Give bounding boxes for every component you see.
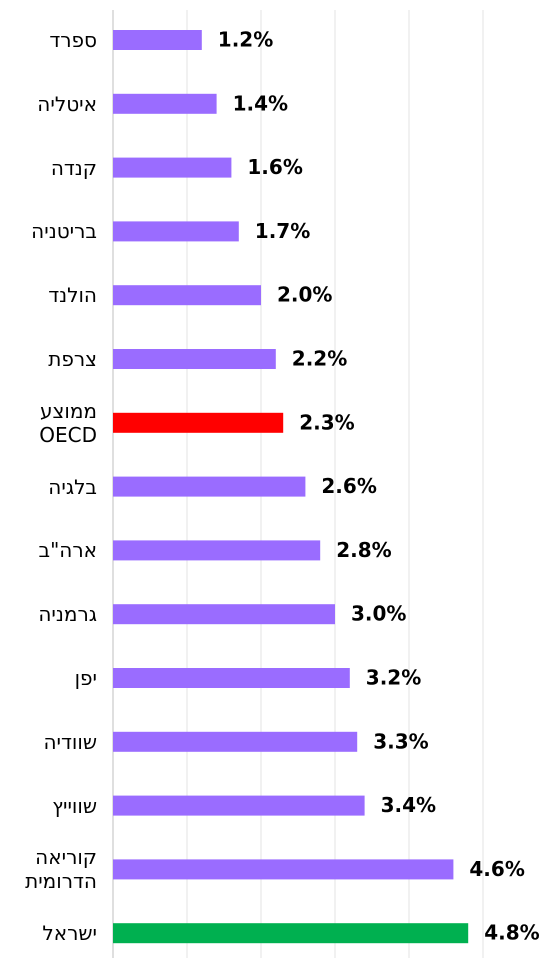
bar [113,30,202,50]
value-label: 4.6% [469,857,524,881]
bar [113,731,358,752]
value-label: 4.8% [484,921,539,945]
category-label: איטליה [37,91,97,116]
value-label: 1.6% [247,155,302,179]
category-label: ישראל [42,921,97,946]
bar [113,604,335,625]
bar [113,923,469,944]
bar [113,157,232,178]
category-label: הולנד [48,283,97,308]
category-label: שוודיה [43,729,97,754]
category-label: קוריאה הדרומית [25,845,97,894]
category-label: ממוצע OECD [39,398,97,447]
category-label: יפן [74,666,97,690]
category-label: קנדה [50,155,97,180]
value-label: 1.4% [233,91,288,115]
value-label: 3.2% [366,666,421,690]
value-label: 3.4% [381,793,436,817]
value-label: 2.3% [299,410,354,434]
category-label: ארה"ב [38,538,98,563]
value-label: 3.3% [373,729,428,753]
bar [113,412,284,433]
bar [113,93,217,114]
category-label: ספרד [49,28,97,52]
bar [113,795,365,816]
category-label: שווייץ [52,793,97,818]
category-label: בלגיה [48,474,97,499]
value-label: 2.0% [277,283,332,307]
bar [113,668,350,688]
category-label: גרמניה [38,602,97,627]
value-label: 2.2% [292,347,347,371]
value-label: 1.2% [218,28,273,52]
bar [113,476,306,497]
value-label: 3.0% [351,602,406,626]
bar [113,540,321,561]
bar [113,285,261,306]
value-label: 1.7% [255,219,310,243]
bar [113,221,239,242]
category-label: צרפת [48,347,97,371]
category-label: בריטניה [31,219,97,244]
value-label: 2.6% [321,474,376,498]
bar [113,349,276,369]
value-label: 2.8% [336,538,391,562]
bar [113,859,454,880]
